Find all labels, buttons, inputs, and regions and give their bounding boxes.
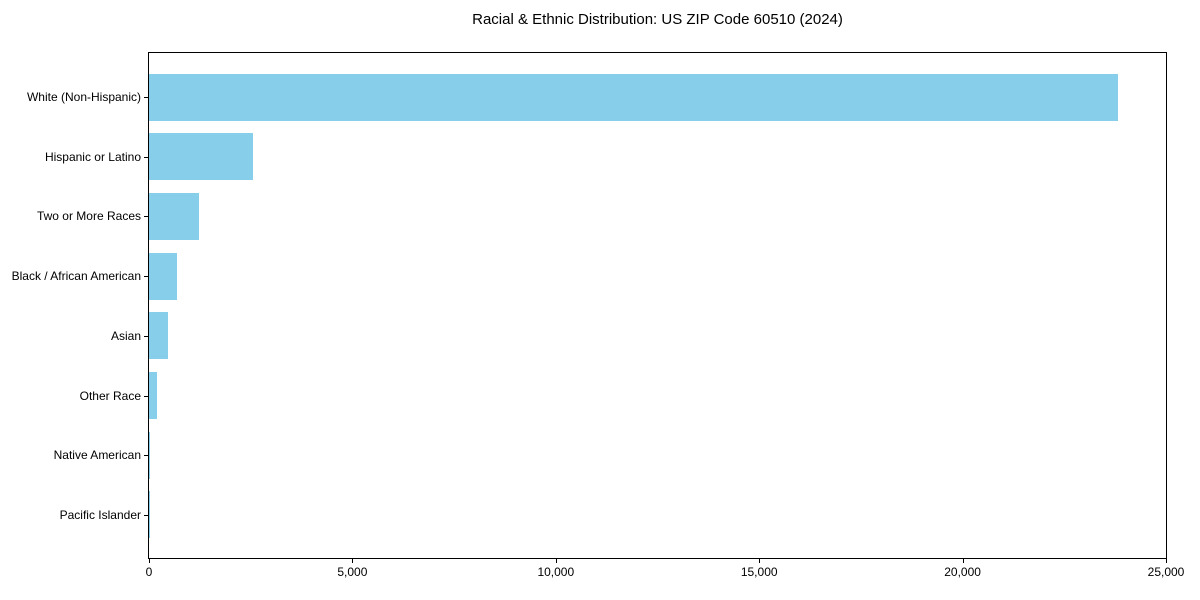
bar (149, 133, 253, 181)
x-tick-label: 5,000 (337, 565, 368, 579)
x-tick (149, 558, 150, 563)
x-tick-label: 20,000 (944, 565, 981, 579)
bar (149, 252, 178, 300)
x-tick (759, 558, 761, 563)
y-tick-label: Black / African American (11, 269, 141, 284)
y-tick-label: Other Race (79, 388, 141, 403)
y-tick-label: Hispanic or Latino (44, 149, 141, 164)
y-tick-label: Asian (110, 328, 141, 343)
y-tick (144, 276, 149, 278)
bar (149, 372, 157, 419)
y-tick-label: Two or More Races (36, 209, 141, 224)
plot-area: White (Non-Hispanic) Hispanic or Latino Tw… (12, 52, 1184, 578)
y-tick (144, 335, 149, 337)
y-tick (144, 514, 149, 516)
chart-title: Racial & Ethnic Distribution: US ZIP Cod… (472, 11, 843, 28)
x-tick-label: 0 (145, 565, 153, 579)
y-tick (144, 455, 149, 457)
x-tick (962, 558, 964, 563)
y-tick-label: Pacific Islander (59, 507, 141, 522)
x-tick (1166, 558, 1167, 563)
y-tick (144, 395, 149, 397)
x-tick-label: 10,000 (537, 565, 575, 579)
y-tick (144, 156, 149, 158)
bar (149, 192, 200, 240)
y-tick (144, 216, 149, 218)
y-tick-label: White (Non-Hispanic) (26, 90, 141, 104)
y-tick (144, 97, 149, 98)
x-tick (352, 558, 354, 563)
x-tick (555, 558, 557, 563)
y-tick-label: Native American (53, 448, 141, 463)
x-tick-label: 15,000 (740, 565, 778, 579)
bar (149, 312, 168, 360)
x-tick-label: 25,000 (1147, 565, 1185, 579)
bar (149, 73, 1118, 121)
